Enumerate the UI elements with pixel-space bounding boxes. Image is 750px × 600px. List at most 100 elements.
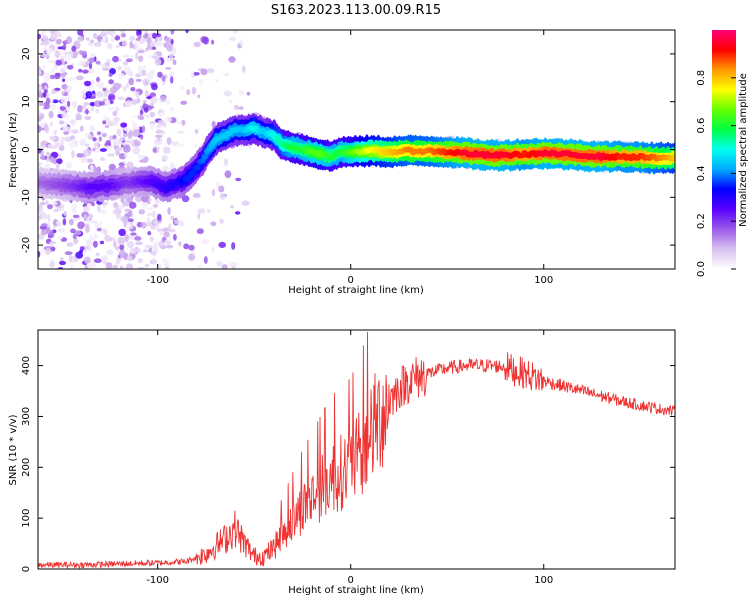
spectral-noise-point <box>68 254 73 262</box>
spectral-noise-point <box>93 42 102 47</box>
spectral-noise-point <box>38 251 41 258</box>
spectral-noise-point <box>177 143 184 148</box>
spectral-noise-point <box>128 201 137 209</box>
spectral-noise-point <box>170 215 174 220</box>
spectral-noise-point <box>155 134 163 138</box>
spectral-noise-point <box>125 139 133 144</box>
spectral-noise-point <box>186 89 191 96</box>
spectrogram-y-axis-label: Frequency (Hz) <box>8 112 19 188</box>
spectral-noise-point <box>149 236 154 243</box>
spectral-noise-point <box>66 36 73 44</box>
spectrogram-marks <box>38 30 675 269</box>
spectral-noise-point <box>174 219 180 224</box>
spectral-noise-point <box>70 135 76 140</box>
spectral-noise-point <box>92 137 97 142</box>
spectral-noise-point <box>241 200 250 206</box>
spectral-noise-point <box>38 85 43 91</box>
spectral-noise-point <box>122 54 130 58</box>
spectral-noise-point <box>90 39 94 44</box>
spectral-noise-point <box>49 231 55 238</box>
spectral-noise-point <box>207 68 215 74</box>
spectral-noise-point <box>130 232 137 236</box>
spectral-noise-point <box>62 125 70 132</box>
spectral-noise-point <box>58 154 62 158</box>
spectral-noise-point <box>120 122 128 128</box>
spectral-noise-point <box>180 100 188 105</box>
spectral-noise-point <box>84 115 92 121</box>
spectral-noise-point <box>133 91 140 96</box>
spectral-noise-point <box>71 150 75 159</box>
spectral-noise-point <box>185 30 189 34</box>
spectral-noise-point <box>79 125 84 132</box>
spectral-noise-point <box>112 55 119 63</box>
spectral-noise-point <box>100 38 107 43</box>
spectral-noise-point <box>147 197 152 203</box>
spectral-noise-point <box>83 149 92 157</box>
spectral-noise-point <box>144 89 149 98</box>
spectral-noise-point <box>109 68 116 75</box>
spectral-noise-point <box>40 228 48 236</box>
spectral-noise-point <box>193 41 201 48</box>
spectral-noise-point <box>122 85 127 92</box>
spectral-noise-point <box>40 223 48 227</box>
spectral-noise-point <box>152 46 157 50</box>
spectral-noise-point <box>191 86 197 95</box>
spectral-noise-point <box>93 167 102 173</box>
spectral-noise-point <box>67 127 72 133</box>
spectral-noise-point <box>241 65 246 73</box>
spectral-noise-point <box>206 208 211 214</box>
spectral-noise-point <box>211 188 216 197</box>
colorbar-label: Normalized spectral amplitude <box>738 73 749 227</box>
spectral-noise-point <box>77 105 83 113</box>
spectral-noise-point <box>108 73 113 77</box>
spectral-noise-point <box>152 257 156 265</box>
spectral-noise-point <box>42 214 50 220</box>
spectral-noise-point <box>144 80 148 86</box>
spectral-noise-point <box>115 106 120 112</box>
snr-series-line <box>38 331 675 569</box>
spectral-noise-point <box>48 241 57 245</box>
spectral-noise-point <box>113 264 118 269</box>
spectral-noise-point <box>126 234 135 240</box>
spectral-noise-point <box>177 130 185 134</box>
spectral-noise-point <box>167 207 171 215</box>
spectral-noise-point <box>113 138 121 147</box>
spectral-noise-point <box>128 209 133 218</box>
spectral-noise-point <box>157 213 162 221</box>
figure-title: S163.2023.113.00.09.R15 <box>271 3 441 18</box>
spectral-noise-point <box>86 37 90 41</box>
spectral-noise-point <box>135 51 139 60</box>
spectral-noise-point <box>211 120 216 128</box>
spectral-noise-point <box>93 240 98 248</box>
spectral-noise-point <box>168 223 172 230</box>
spectral-noise-point <box>88 134 93 140</box>
spectral-noise-point <box>50 67 56 74</box>
spectral-noise-point <box>54 50 61 59</box>
spectral-noise-point <box>80 156 88 163</box>
spectral-noise-point <box>202 36 209 45</box>
spectral-noise-point <box>69 264 74 269</box>
spectral-noise-point <box>49 122 54 127</box>
spectral-noise-point <box>157 263 162 269</box>
spectral-noise-point <box>85 91 93 99</box>
spectrogram-y-ticks: -20 -10 0 10 20 <box>21 48 675 253</box>
spectral-noise-point <box>125 82 129 89</box>
spectral-noise-point <box>61 84 68 90</box>
spectral-noise-point <box>68 77 75 82</box>
spectral-noise-point <box>47 204 53 210</box>
spectral-noise-point <box>86 203 92 207</box>
spectral-noise-point <box>194 129 199 134</box>
spectral-noise-point <box>158 112 165 116</box>
spectral-noise-point <box>112 110 118 117</box>
spectral-noise-point <box>161 154 169 161</box>
spectral-noise-point <box>101 201 109 206</box>
spectral-noise-point <box>95 60 101 65</box>
spectral-noise-point <box>123 126 130 132</box>
spectral-noise-point <box>137 257 143 264</box>
spectral-noise-point <box>200 68 208 76</box>
spectral-noise-point <box>86 262 94 267</box>
spectral-noise-point <box>85 108 89 115</box>
spectral-noise-point <box>183 243 190 250</box>
spectral-noise-point <box>156 30 161 34</box>
spectrogram-x-ticks: -100 0 100 <box>146 30 553 286</box>
